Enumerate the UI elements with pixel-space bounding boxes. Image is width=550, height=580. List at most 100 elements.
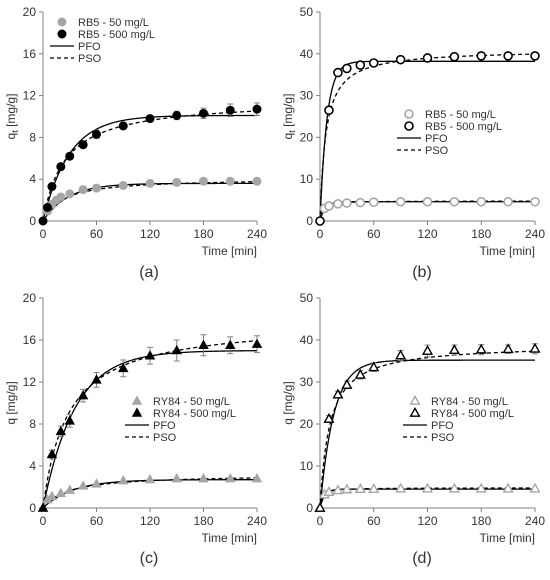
pfo-curve <box>42 350 258 509</box>
y-tick-label: 8 <box>29 417 36 431</box>
data-point <box>225 105 235 115</box>
data-point <box>368 197 379 207</box>
legend-marker <box>409 406 421 417</box>
data-point <box>332 484 344 495</box>
y-tick-label: 16 <box>23 47 37 61</box>
y-tick-label: 8 <box>29 130 36 144</box>
series-high-conc <box>315 51 540 226</box>
legend-label: RB5 - 500 mg/L <box>425 121 502 133</box>
data-point <box>64 415 75 425</box>
data-point <box>37 502 49 512</box>
y-axis-label-subscript: t <box>287 130 297 133</box>
data-point <box>421 482 434 493</box>
legend-marker <box>404 109 414 119</box>
data-point <box>38 216 48 226</box>
data-point <box>55 425 67 436</box>
y-tick-label: 4 <box>29 459 36 473</box>
data-point <box>502 343 514 354</box>
legend-label: RY84 - 50 mg/L <box>431 396 508 408</box>
pfo-curve <box>42 479 257 509</box>
y-tick-label: 50 <box>300 5 314 19</box>
legend-marker <box>131 395 143 405</box>
data-point <box>323 486 335 496</box>
data-point <box>118 121 128 131</box>
pfo-curve <box>42 114 257 222</box>
data-point <box>198 472 209 483</box>
data-point <box>91 478 102 488</box>
data-point <box>91 374 102 384</box>
data-point <box>324 105 334 116</box>
pso-curve <box>319 200 535 222</box>
x-tick-label: 120 <box>417 227 437 241</box>
pso-curve <box>319 487 535 509</box>
data-point <box>252 104 262 114</box>
legend-label: RY84 - 50 mg/L <box>153 396 230 408</box>
legend-label: PSO <box>78 53 102 65</box>
y-tick-label: 4 <box>29 172 36 186</box>
data-point <box>65 189 75 199</box>
data-point <box>333 199 343 209</box>
x-axis-label: Time [min] <box>479 244 535 258</box>
x-tick-label: 0 <box>40 514 47 528</box>
data-point <box>355 60 366 70</box>
series-high-conc <box>314 342 541 512</box>
series-high-conc <box>38 102 262 226</box>
x-tick-label: 0 <box>40 227 47 241</box>
y-axis-label: q [mg/g] <box>281 381 295 424</box>
y-axis-label-unit: [mg/g] <box>281 94 295 131</box>
x-tick-label: 120 <box>417 514 437 528</box>
data-point <box>198 339 209 349</box>
panel-caption: (a) <box>139 264 159 281</box>
panel-b: 0 10 20 30 40 50 0 60 120 180 240 Time [min] qt [mg/… <box>281 5 545 281</box>
data-point <box>324 201 334 211</box>
data-point <box>64 484 75 494</box>
series-low-conc <box>38 176 262 226</box>
data-point <box>172 110 182 120</box>
x-tick-label: 60 <box>367 514 381 528</box>
legend-label: RB5 - 50 mg/L <box>78 17 149 29</box>
data-point <box>355 197 366 208</box>
data-point <box>251 338 263 348</box>
data-point <box>172 177 182 187</box>
x-tick-label: 180 <box>193 227 213 241</box>
data-point <box>78 185 88 195</box>
data-point <box>77 480 89 490</box>
legend-marker <box>57 17 67 27</box>
data-point <box>341 378 353 389</box>
y-tick-label: 50 <box>300 291 314 305</box>
data-point <box>332 388 344 399</box>
data-point <box>503 196 513 207</box>
data-point <box>354 368 366 379</box>
data-point <box>448 344 460 354</box>
data-point <box>342 63 352 74</box>
y-tick-label: 30 <box>300 375 314 389</box>
data-point <box>323 412 335 423</box>
pso-curve <box>42 181 258 222</box>
data-point <box>395 482 407 493</box>
x-tick-label: 180 <box>471 514 491 528</box>
data-point <box>476 51 487 61</box>
y-tick-label: 12 <box>23 89 37 103</box>
data-point <box>251 472 263 483</box>
data-point <box>144 474 156 484</box>
x-tick-label: 120 <box>140 227 160 241</box>
data-point <box>341 483 353 494</box>
y-axis-label-main: q <box>4 133 18 140</box>
data-point <box>476 196 487 207</box>
panel-a: 0 4 8 12 16 20 0 60 120 180 240 Time [min] qt [mg/g]… <box>4 5 267 281</box>
panel-c: 0 4 8 12 16 20 0 60 120 180 240 Time [min] q [mg/g] R… <box>4 291 267 567</box>
data-point <box>77 390 89 400</box>
data-point <box>199 176 208 186</box>
legend-label: PSO <box>153 432 177 444</box>
data-point <box>118 475 129 485</box>
y-tick-label: 12 <box>23 375 37 389</box>
legend-label: PSO <box>431 432 455 444</box>
legend-marker <box>57 29 67 39</box>
data-point <box>368 361 380 372</box>
